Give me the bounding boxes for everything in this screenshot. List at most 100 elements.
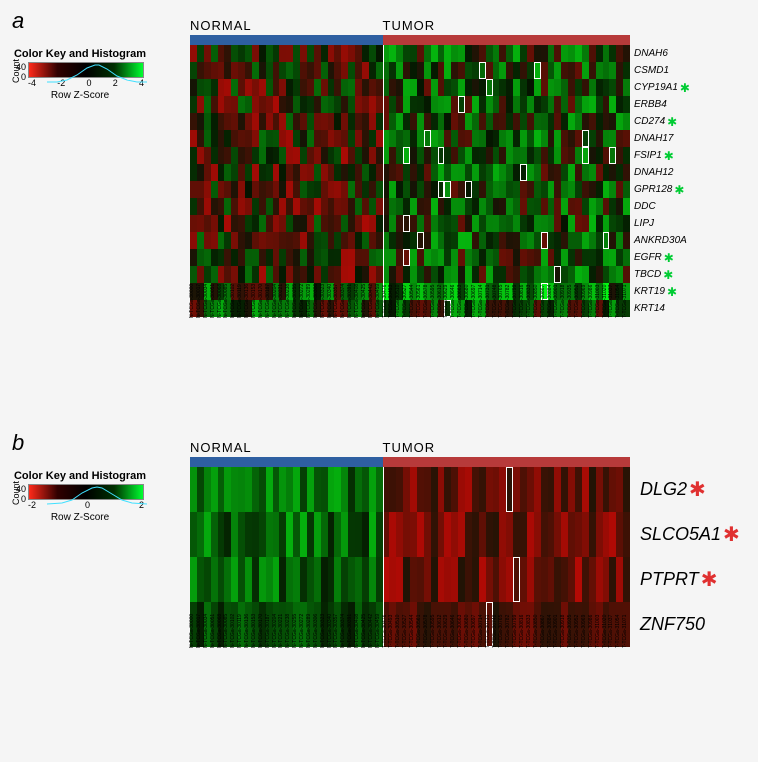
heatmap-cell bbox=[424, 232, 431, 249]
heatmap-cell bbox=[334, 512, 341, 557]
heatmap-cell bbox=[513, 62, 520, 79]
heatmap-cell bbox=[417, 62, 424, 79]
heatmap-cell bbox=[259, 215, 266, 232]
row-label: KRT14 bbox=[634, 300, 690, 317]
column-label: T-TCGa-30799 bbox=[513, 648, 520, 688]
heatmap-cell bbox=[609, 198, 616, 215]
gene-name: GPR128 bbox=[634, 184, 672, 195]
heatmap-cell bbox=[616, 62, 623, 79]
gene-name: DDC bbox=[634, 201, 656, 212]
heatmap-cell bbox=[266, 232, 273, 249]
heatmap-cell bbox=[224, 96, 231, 113]
significance-star-icon: ✱ bbox=[663, 268, 673, 282]
heatmap-cell bbox=[451, 79, 458, 96]
heatmap-cell bbox=[231, 113, 238, 130]
row-label: DNAH12 bbox=[634, 164, 690, 181]
heatmap-cell bbox=[369, 512, 376, 557]
heatmap-cell bbox=[403, 130, 410, 147]
column-label: N-TCGa-30255 bbox=[293, 318, 300, 358]
heatmap-cell bbox=[286, 266, 293, 283]
heatmap-cell bbox=[383, 467, 390, 512]
column-label: T-TCGa-30697 bbox=[472, 318, 479, 358]
heatmap-cell bbox=[259, 181, 266, 198]
heatmap-cell bbox=[293, 266, 300, 283]
gene-name: DNAH6 bbox=[634, 48, 668, 59]
heatmap-cell bbox=[479, 266, 486, 283]
heatmap-cell bbox=[396, 467, 403, 512]
heatmap-cell bbox=[224, 45, 231, 62]
heatmap-cell bbox=[548, 198, 555, 215]
heatmap-cell bbox=[314, 557, 321, 602]
heatmap-cell bbox=[424, 467, 431, 512]
heatmap-cell bbox=[314, 79, 321, 96]
panel-b-plot: NORMAL TUMOR N-TCGa-30000N-TCGa-30017N-T… bbox=[190, 440, 630, 647]
heatmap-cell bbox=[259, 130, 266, 147]
heatmap-cell bbox=[218, 113, 225, 130]
colorkey-axis-label-a: Row Z-Score bbox=[10, 90, 150, 101]
heatmap-cell bbox=[328, 62, 335, 79]
heatmap-cell bbox=[410, 147, 417, 164]
heatmap-cell bbox=[417, 113, 424, 130]
heatmap-cell bbox=[218, 79, 225, 96]
row-label: GPR128✱ bbox=[634, 181, 690, 198]
heatmap-cell bbox=[458, 266, 465, 283]
gene-name: CD274 bbox=[634, 116, 665, 127]
heatmap-cell bbox=[444, 164, 451, 181]
heatmap-cell bbox=[355, 266, 362, 283]
heatmap-cell bbox=[197, 45, 204, 62]
row-label: LIPJ bbox=[634, 215, 690, 232]
heatmap-cell bbox=[465, 96, 472, 113]
heatmap-cell bbox=[465, 249, 472, 266]
heatmap-cell bbox=[314, 96, 321, 113]
heatmap-cell bbox=[548, 96, 555, 113]
heatmap-cell bbox=[348, 164, 355, 181]
heatmap-cell bbox=[279, 557, 286, 602]
heatmap-cell bbox=[334, 96, 341, 113]
column-label: T-TCGa-30510 bbox=[396, 648, 403, 688]
heatmap-cell bbox=[348, 45, 355, 62]
panel-b-column-labels: N-TCGa-30000N-TCGa-30017N-TCGa-30034N-TC… bbox=[190, 648, 630, 688]
heatmap-cell bbox=[554, 512, 561, 557]
heatmap-cell bbox=[348, 147, 355, 164]
heatmap-cell bbox=[603, 467, 610, 512]
column-label: T-TCGa-30952 bbox=[575, 318, 582, 358]
heatmap-cell bbox=[451, 467, 458, 512]
column-label: N-TCGa-30306 bbox=[314, 648, 321, 688]
heatmap-cell bbox=[623, 215, 630, 232]
heatmap-cell bbox=[438, 130, 445, 147]
column-label: T-TCGa-30493 bbox=[389, 648, 396, 688]
heatmap-cell bbox=[548, 266, 555, 283]
heatmap-cell bbox=[238, 62, 245, 79]
heatmap-cell bbox=[211, 113, 218, 130]
heatmap-cell bbox=[493, 557, 500, 602]
heatmap-cell bbox=[554, 215, 561, 232]
panel-b-tumor-bar bbox=[383, 457, 631, 467]
heatmap-cell bbox=[279, 130, 286, 147]
heatmap-cell bbox=[293, 113, 300, 130]
heatmap-cell bbox=[334, 215, 341, 232]
heatmap-cell bbox=[458, 45, 465, 62]
heatmap-cell bbox=[238, 467, 245, 512]
column-label: T-TCGa-30510 bbox=[396, 318, 403, 358]
heatmap-cell bbox=[279, 62, 286, 79]
heatmap-cell bbox=[211, 45, 218, 62]
heatmap-cell bbox=[197, 79, 204, 96]
heatmap-cell bbox=[197, 96, 204, 113]
column-label: N-TCGa-30357 bbox=[334, 318, 341, 358]
heatmap-cell bbox=[300, 557, 307, 602]
heatmap-cell bbox=[623, 147, 630, 164]
heatmap-cell bbox=[444, 215, 451, 232]
column-label: N-TCGa-30459 bbox=[376, 318, 383, 358]
heatmap-cell bbox=[458, 557, 465, 602]
heatmap-cell bbox=[493, 147, 500, 164]
mutation-highlight bbox=[554, 266, 561, 283]
heatmap-cell bbox=[252, 96, 259, 113]
heatmap-cell bbox=[204, 266, 211, 283]
heatmap-cell bbox=[334, 62, 341, 79]
heatmap-cell bbox=[273, 181, 280, 198]
heatmap-cell bbox=[355, 130, 362, 147]
heatmap-cell bbox=[341, 96, 348, 113]
heatmap-cell bbox=[534, 96, 541, 113]
heatmap-cell bbox=[568, 181, 575, 198]
heatmap-cell bbox=[376, 512, 383, 557]
